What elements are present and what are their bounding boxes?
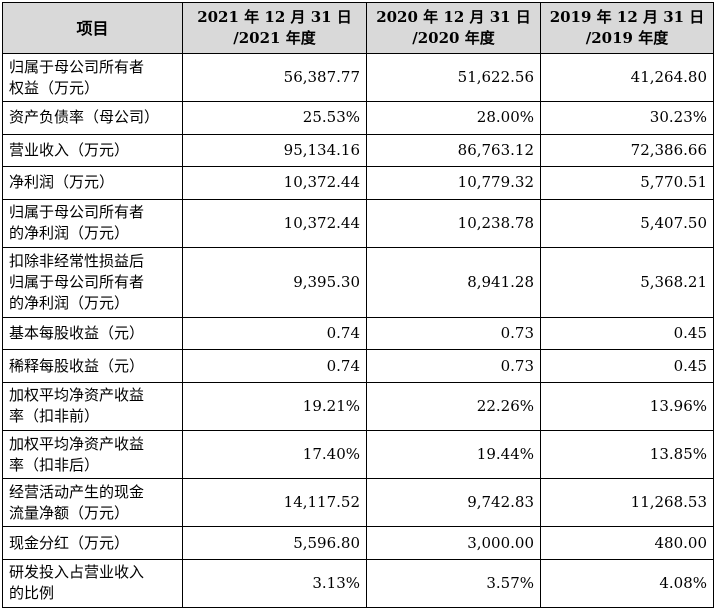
header-2019: 2019 年 12 月 31 日 /2019 年度 bbox=[540, 2, 714, 54]
row-label-line: 现金分红（万元） bbox=[9, 533, 130, 552]
row-label-line: 扣除非经常性损益后 bbox=[9, 251, 145, 270]
value-2020: 22.26% bbox=[366, 381, 541, 431]
value-2020: 8,941.28 bbox=[366, 246, 541, 318]
row-label: 扣除非经常性损益后 归属于母公司所有者 的净利润（万元） bbox=[2, 246, 183, 318]
row-label: 加权平均净资产收益 率（扣非后） bbox=[2, 429, 183, 480]
table-header-row: 项目 2021 年 12 月 31 日 /2021 年度 2020 年 12 月… bbox=[2, 2, 714, 54]
value-2019: 5,368.21 bbox=[540, 246, 714, 318]
value-2021: 95,134.16 bbox=[182, 133, 367, 168]
value-2019: 41,264.80 bbox=[540, 52, 714, 103]
value-2020: 51,622.56 bbox=[366, 52, 541, 103]
value-2020: 28.00% bbox=[366, 101, 541, 135]
table-row: 净利润（万元） 10,372.44 10,779.32 5,770.51 bbox=[2, 166, 714, 200]
row-label-line: 流量净额（万元） bbox=[9, 503, 130, 522]
header-2021: 2021 年 12 月 31 日 /2021 年度 bbox=[182, 2, 367, 54]
value-2020: 3,000.00 bbox=[366, 526, 541, 560]
header-item: 项目 bbox=[2, 2, 183, 54]
value-2020: 0.73 bbox=[366, 316, 541, 351]
value-2021: 14,117.52 bbox=[182, 478, 367, 528]
row-label: 现金分红（万元） bbox=[2, 526, 183, 560]
row-label-line: 加权平均净资产收益 bbox=[9, 386, 145, 405]
row-label-line: 的净利润（万元） bbox=[9, 224, 130, 243]
row-label-line: 率（扣非后） bbox=[9, 455, 100, 474]
table-row: 基本每股收益（元） 0.74 0.73 0.45 bbox=[2, 316, 714, 351]
value-2021: 5,596.80 bbox=[182, 526, 367, 560]
row-label-line: 归属于母公司所有者 bbox=[9, 57, 145, 76]
row-label-line: 的净利润（万元） bbox=[9, 293, 130, 312]
row-label: 经营活动产生的现金 流量净额（万元） bbox=[2, 478, 183, 528]
value-2020: 86,763.12 bbox=[366, 133, 541, 168]
value-2019: 13.96% bbox=[540, 381, 714, 431]
value-2019: 72,386.66 bbox=[540, 133, 714, 168]
value-2021: 56,387.77 bbox=[182, 52, 367, 103]
row-label-line: 的比例 bbox=[9, 584, 55, 603]
table-row: 加权平均净资产收益 率（扣非前） 19.21% 22.26% 13.96% bbox=[2, 381, 714, 431]
row-label: 稀释每股收益（元） bbox=[2, 349, 183, 383]
table-row: 归属于母公司所有者 权益（万元） 56,387.77 51,622.56 41,264.… bbox=[2, 52, 714, 103]
table-row: 现金分红（万元） 5,596.80 3,000.00 480.00 bbox=[2, 526, 714, 560]
row-label-line: 率（扣非前） bbox=[9, 407, 100, 426]
row-label: 归属于母公司所有者 权益（万元） bbox=[2, 52, 183, 103]
value-2020: 3.57% bbox=[366, 558, 541, 609]
value-2019: 0.45 bbox=[540, 316, 714, 351]
row-label: 净利润（万元） bbox=[2, 166, 183, 200]
value-2019: 13.85% bbox=[540, 429, 714, 480]
table-row: 归属于母公司所有者 的净利润（万元） 10,372.44 10,238.78 5,407… bbox=[2, 198, 714, 248]
row-label-line: 营业收入（万元） bbox=[9, 140, 130, 159]
table-row: 稀释每股收益（元） 0.74 0.73 0.45 bbox=[2, 349, 714, 383]
value-2020: 10,779.32 bbox=[366, 166, 541, 200]
row-label: 基本每股收益（元） bbox=[2, 316, 183, 351]
table-row: 加权平均净资产收益 率（扣非后） 17.40% 19.44% 13.85% bbox=[2, 429, 714, 480]
value-2019: 5,407.50 bbox=[540, 198, 714, 248]
value-2021: 19.21% bbox=[182, 381, 367, 431]
value-2020: 10,238.78 bbox=[366, 198, 541, 248]
row-label-line: 资产负债率（母公司） bbox=[9, 108, 160, 127]
row-label-line: 稀释每股收益（元） bbox=[9, 356, 145, 375]
table-row: 经营活动产生的现金 流量净额（万元） 14,117.52 9,742.83 11,268… bbox=[2, 478, 714, 528]
value-2021: 3.13% bbox=[182, 558, 367, 609]
table-row: 扣除非经常性损益后 归属于母公司所有者 的净利润（万元） 9,395.30 8,941.… bbox=[2, 246, 714, 318]
row-label-line: 经营活动产生的现金 bbox=[9, 482, 145, 501]
row-label: 归属于母公司所有者 的净利润（万元） bbox=[2, 198, 183, 248]
value-2019: 0.45 bbox=[540, 349, 714, 383]
value-2019: 5,770.51 bbox=[540, 166, 714, 200]
row-label: 加权平均净资产收益 率（扣非前） bbox=[2, 381, 183, 431]
row-label-line: 权益（万元） bbox=[9, 78, 100, 97]
value-2020: 19.44% bbox=[366, 429, 541, 480]
row-label-line: 基本每股收益（元） bbox=[9, 324, 145, 343]
row-label: 研发投入占营业收入 的比例 bbox=[2, 558, 183, 609]
row-label-line: 加权平均净资产收益 bbox=[9, 434, 145, 453]
table-row: 营业收入（万元） 95,134.16 86,763.12 72,386.66 bbox=[2, 133, 714, 168]
row-label: 营业收入（万元） bbox=[2, 133, 183, 168]
value-2020: 9,742.83 bbox=[366, 478, 541, 528]
value-2021: 10,372.44 bbox=[182, 198, 367, 248]
value-2021: 9,395.30 bbox=[182, 246, 367, 318]
value-2019: 480.00 bbox=[540, 526, 714, 560]
row-label-line: 净利润（万元） bbox=[9, 173, 115, 192]
row-label-line: 归属于母公司所有者 bbox=[9, 203, 145, 222]
row-label-line: 研发投入占营业收入 bbox=[9, 563, 145, 582]
value-2019: 30.23% bbox=[540, 101, 714, 135]
value-2021: 10,372.44 bbox=[182, 166, 367, 200]
value-2020: 0.73 bbox=[366, 349, 541, 383]
value-2019: 4.08% bbox=[540, 558, 714, 609]
value-2021: 25.53% bbox=[182, 101, 367, 135]
value-2019: 11,268.53 bbox=[540, 478, 714, 528]
row-label: 资产负债率（母公司） bbox=[2, 101, 183, 135]
table-row: 研发投入占营业收入 的比例 3.13% 3.57% 4.08% bbox=[2, 558, 714, 609]
header-2020: 2020 年 12 月 31 日 /2020 年度 bbox=[366, 2, 541, 54]
value-2021: 17.40% bbox=[182, 429, 367, 480]
value-2021: 0.74 bbox=[182, 349, 367, 383]
row-label-line: 归属于母公司所有者 bbox=[9, 272, 145, 291]
table-row: 资产负债率（母公司） 25.53% 28.00% 30.23% bbox=[2, 101, 714, 135]
value-2021: 0.74 bbox=[182, 316, 367, 351]
